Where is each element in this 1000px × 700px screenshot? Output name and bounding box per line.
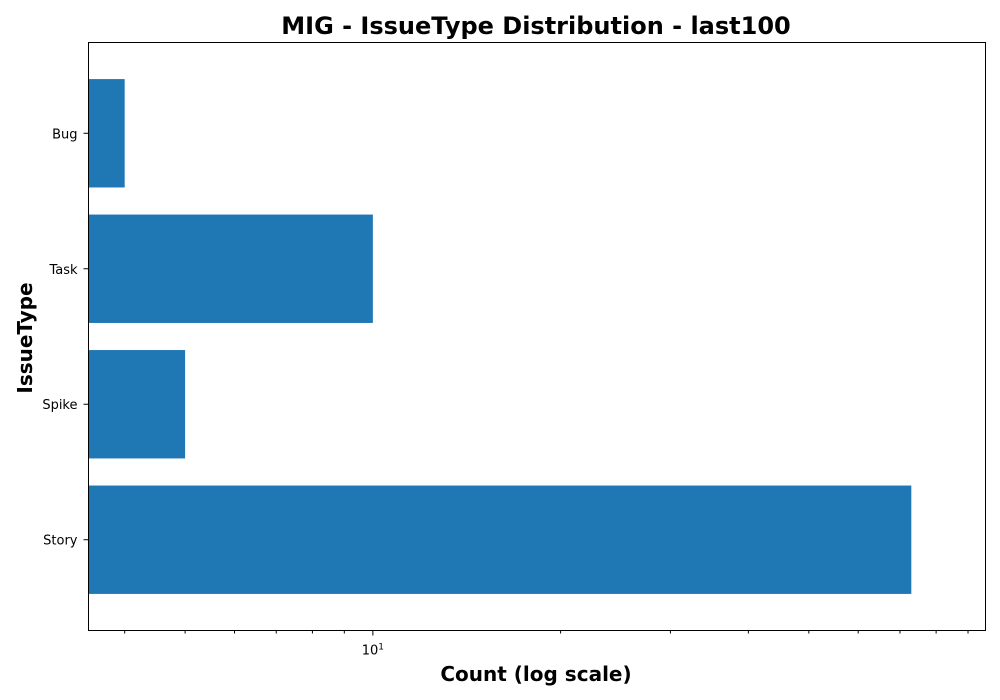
bar-spike <box>88 350 186 459</box>
bar-bug <box>88 79 125 188</box>
x-tick-label: 101 <box>362 643 384 659</box>
y-axis-label: IssueType <box>13 282 37 393</box>
y-tick-label: Spike <box>42 398 77 413</box>
bar-story <box>88 485 912 594</box>
x-axis-label: Count (log scale) <box>440 662 631 686</box>
plot-area-frame <box>88 42 986 631</box>
y-tick-label: Task <box>48 263 78 278</box>
x-ticks-group: 101 <box>124 630 969 659</box>
bars-group <box>88 79 912 594</box>
y-tick-label: Story <box>43 534 78 549</box>
chart-title: MIG - IssueType Distribution - last100 <box>281 12 790 40</box>
y-tick-label: Bug <box>52 127 77 142</box>
bar-task <box>88 214 373 323</box>
y-ticks-group: Bug Task Spike Story <box>42 127 89 549</box>
